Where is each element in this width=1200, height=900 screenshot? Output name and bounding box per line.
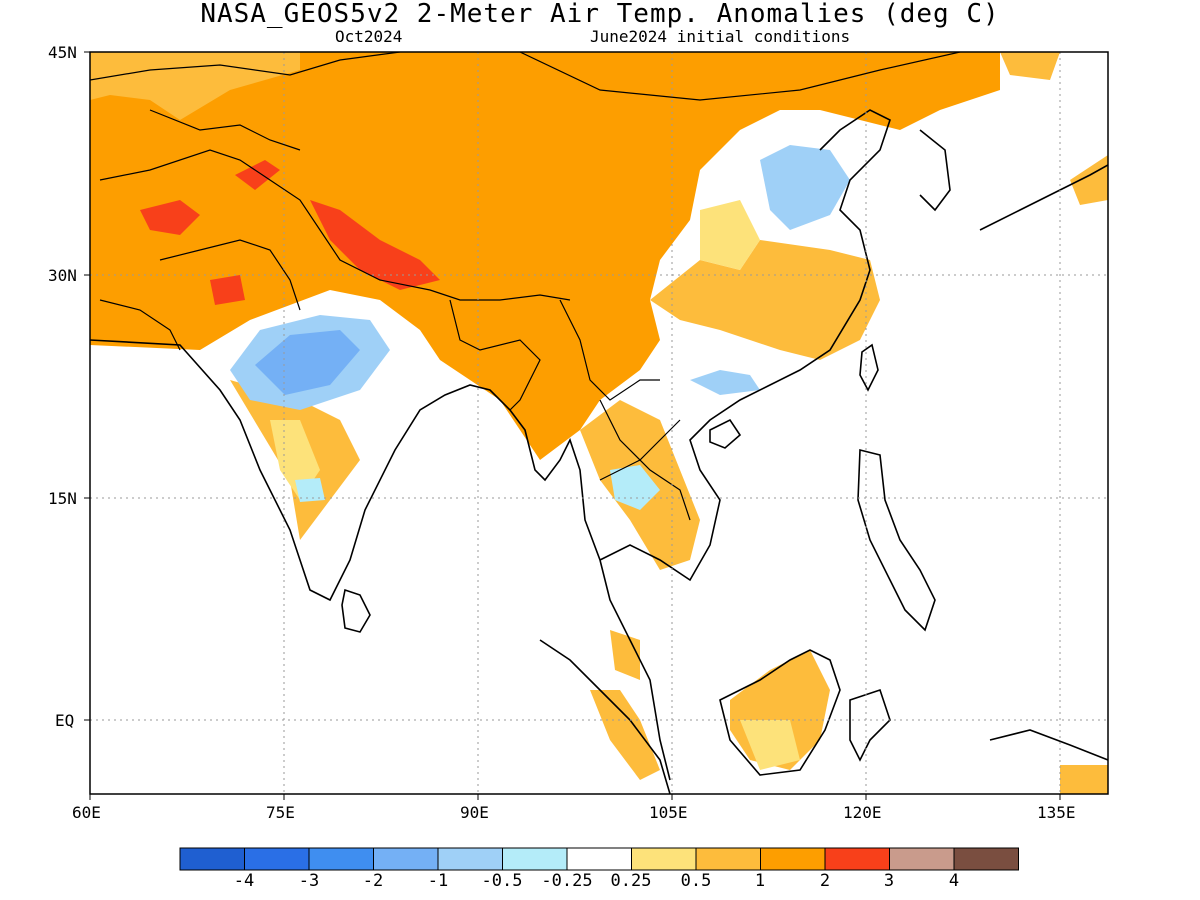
border — [559, 299, 660, 401]
anomaly-region-light-orange — [590, 690, 660, 780]
colorbar-label: -4 — [233, 871, 255, 891]
anomaly-region-orange — [90, 52, 1000, 460]
colorbar-swatch — [502, 847, 568, 871]
anomaly-region-light-blue — [610, 465, 660, 510]
coastline-sri-lanka — [341, 588, 371, 633]
anomaly-region-light-blue — [760, 145, 850, 230]
coastline-hainan — [709, 418, 742, 449]
axis-ticks — [84, 51, 1061, 800]
anomaly-region-light-blue — [690, 370, 760, 395]
coastline-philippines — [857, 448, 936, 632]
colorbar — [179, 847, 1019, 871]
coastline-south-asia — [90, 339, 671, 781]
coastlines — [90, 109, 1108, 794]
colorbar-label: 3 — [883, 871, 895, 891]
border — [99, 149, 571, 301]
coastline-indochina — [599, 109, 891, 582]
colorbar-swatch — [437, 847, 503, 871]
anomaly-region-light-orange — [610, 630, 640, 680]
coastline-sulawesi — [849, 688, 891, 762]
colorbar-swatch — [244, 847, 310, 871]
colorbar-swatch — [824, 847, 890, 871]
border — [519, 52, 961, 101]
border — [599, 419, 681, 481]
map-title: NASA_GEOS5v2 2-Meter Air Temp. Anomalies… — [200, 0, 1000, 29]
subtitle-initial-conditions: June2024 initial conditions — [590, 27, 851, 46]
colorbar-label: -0.5 — [481, 871, 523, 891]
colorbar-swatch — [760, 847, 826, 871]
x-tick-label: 75E — [266, 803, 295, 822]
colorbar-label: 0.5 — [680, 871, 712, 891]
y-tick-label: 15N — [48, 489, 77, 508]
graticule — [90, 52, 1108, 794]
colorbar-swatch — [373, 847, 439, 871]
coastline-new-guinea — [989, 729, 1108, 761]
anomaly-region-light-orange — [1070, 155, 1108, 205]
border — [159, 239, 301, 311]
coastline-taiwan — [859, 343, 879, 392]
anomaly-region-red — [235, 160, 280, 190]
colorbar-swatch — [631, 847, 697, 871]
anomaly-region-light-blue — [295, 478, 325, 502]
border — [90, 52, 401, 81]
anomaly-region-yellow — [740, 720, 800, 770]
colorbar-swatch — [953, 847, 1019, 871]
coastline-japan-korea — [919, 129, 1108, 231]
colorbar-swatch — [308, 847, 374, 871]
country-borders — [90, 52, 961, 521]
anomaly-region-blue — [255, 330, 360, 395]
colorbar-swatch — [566, 847, 632, 871]
anomaly-region-light-orange — [650, 240, 880, 360]
coastline-sumatra — [539, 639, 671, 794]
x-tick-label: 120E — [843, 803, 882, 822]
colorbar-label: -1 — [427, 871, 449, 891]
y-tick-label: EQ — [55, 711, 75, 730]
colorbar-swatch — [179, 847, 245, 871]
colorbar-label: 0.25 — [610, 871, 652, 891]
anomaly-region-red — [210, 275, 245, 305]
anomaly-field — [90, 52, 1108, 794]
subtitle-month: Oct2024 — [335, 27, 403, 46]
colorbar-label: 1 — [754, 871, 766, 891]
border — [599, 399, 691, 521]
y-tick-label: 30N — [48, 266, 77, 285]
border — [99, 299, 181, 351]
anomaly-region-red — [310, 200, 440, 290]
anomaly-region-red — [140, 200, 200, 235]
colorbar-swatch — [695, 847, 761, 871]
colorbar-label: -3 — [298, 871, 320, 891]
colorbar-label: 4 — [948, 871, 960, 891]
x-tick-label: 60E — [72, 803, 101, 822]
map-frame — [89, 51, 1109, 795]
anomaly-region-light-orange — [1000, 52, 1060, 80]
x-tick-label: 105E — [649, 803, 688, 822]
border — [449, 299, 541, 411]
y-tick-label: 45N — [48, 43, 77, 62]
colorbar-label: -2 — [362, 871, 384, 891]
anomaly-region-yellow — [700, 200, 760, 270]
colorbar-swatch — [889, 847, 955, 871]
x-tick-label: 135E — [1037, 803, 1076, 822]
colorbar-label: 2 — [819, 871, 831, 891]
anomaly-region-light-orange — [1060, 765, 1108, 794]
coastline-borneo — [719, 649, 841, 776]
colorbar-label: -0.25 — [541, 871, 593, 891]
border — [149, 109, 301, 151]
x-tick-label: 90E — [460, 803, 489, 822]
